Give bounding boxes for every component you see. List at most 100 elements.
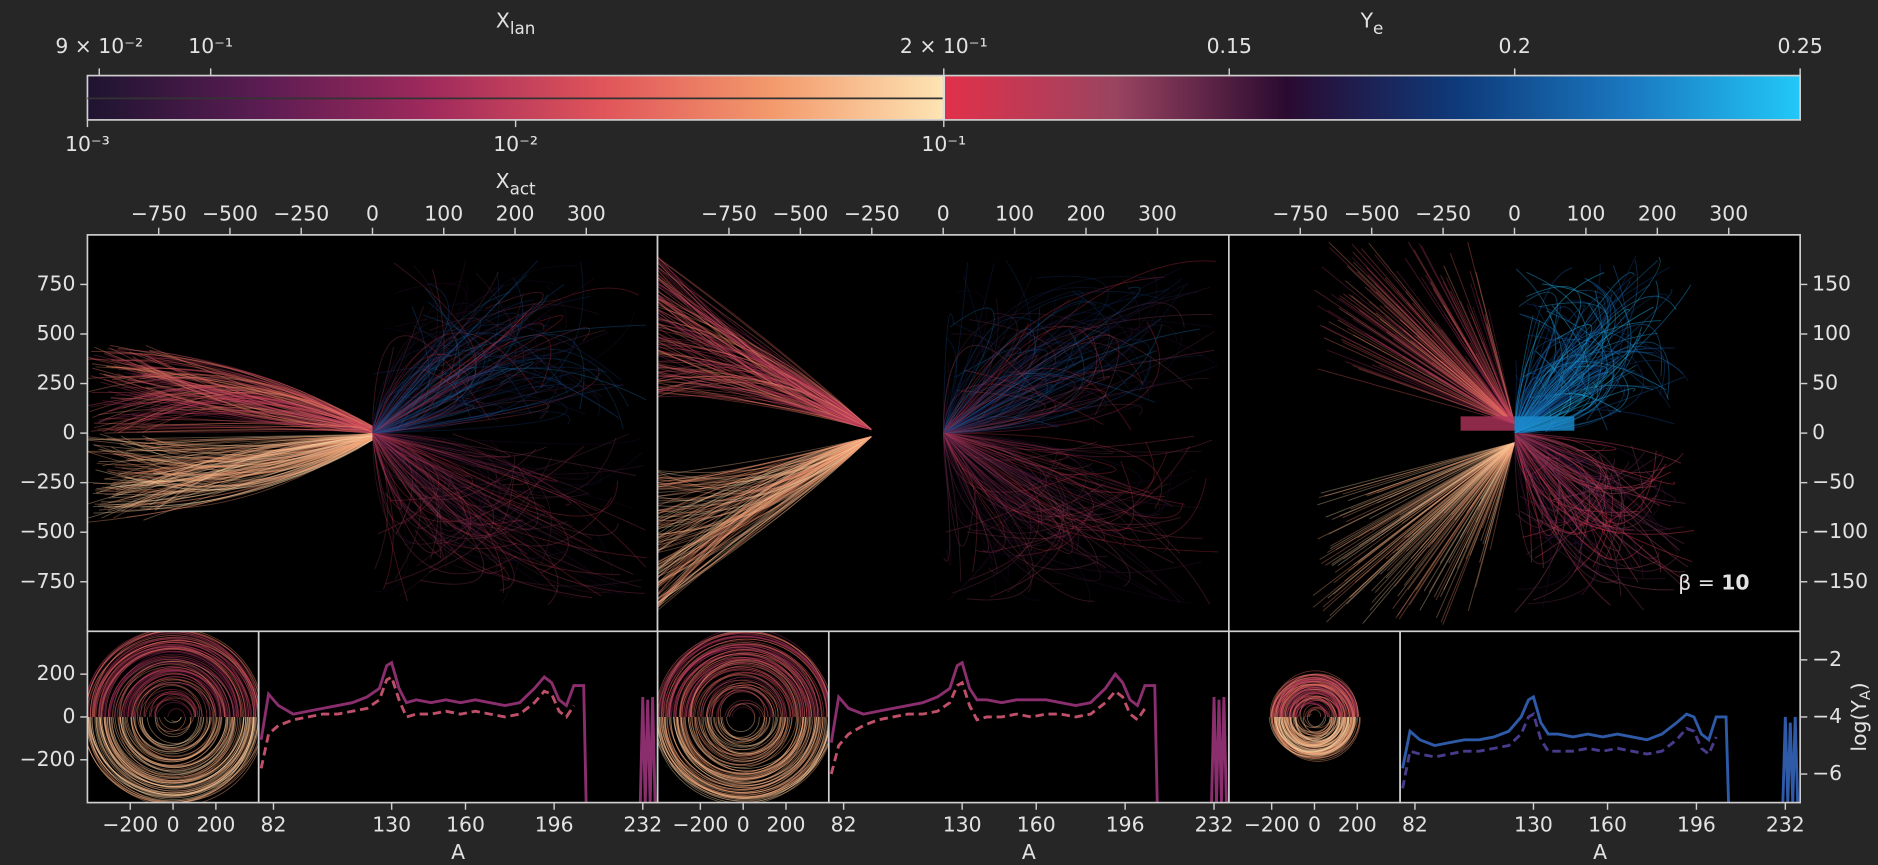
x-tick-label: 160 <box>1017 812 1056 836</box>
x-tick-label: 160 <box>1588 812 1627 836</box>
x-tick-label: 100 <box>1566 202 1605 226</box>
x-tick-label: 200 <box>1067 202 1106 226</box>
x-tick-label: 0 <box>366 202 379 226</box>
x-tick-label: 0 <box>937 202 950 226</box>
title-subscript: act <box>510 178 536 198</box>
x-tick-label: −750 <box>701 202 757 226</box>
y-tick-label: −750 <box>20 569 76 593</box>
x-tick-label: 0 <box>167 812 180 836</box>
y-tick-label: 200 <box>37 661 76 685</box>
colorbar-tick-label: 2 × 10⁻¹ <box>900 34 988 58</box>
x-tick-label: −500 <box>202 202 258 226</box>
y-tick-label: −150 <box>1812 569 1868 593</box>
x-tick-label: 232 <box>1195 812 1234 836</box>
x-tick-label: 200 <box>496 202 535 226</box>
y-tick-label: 50 <box>1812 371 1838 395</box>
y-tick-label: −250 <box>20 470 76 494</box>
y-tick-label: 500 <box>37 321 76 345</box>
title-subscript: lan <box>510 18 536 38</box>
colorbar-tick-label: 0.15 <box>1207 34 1252 58</box>
title-subscript: e <box>1373 18 1383 38</box>
x-tick-label: 300 <box>1709 202 1748 226</box>
colorbar-tick-label: 10⁻¹ <box>188 34 233 58</box>
x-tick-label: −750 <box>1272 202 1328 226</box>
x-tick-label: 0 <box>1308 812 1321 836</box>
page: 9 × 10⁻² 10⁻¹ 2 × 10⁻¹ Xlan 10⁻³ 10⁻² 10⁻¹ Xact… <box>0 0 1878 865</box>
annotation: β = 10 <box>1678 570 1749 594</box>
plot-area <box>1400 631 1800 802</box>
x-tick-label: −200 <box>672 812 728 836</box>
x-tick-label: −500 <box>1344 202 1400 226</box>
x-tick-label: 196 <box>1106 812 1145 836</box>
x-tick-label: −250 <box>273 202 329 226</box>
central-object <box>169 713 176 720</box>
x-tick-label: 82 <box>261 812 287 836</box>
annotation-value: 10 <box>1721 570 1749 594</box>
y-tick-label: 150 <box>1812 271 1851 295</box>
y-tick-label: −500 <box>20 519 76 543</box>
colorbar <box>944 76 1800 120</box>
x-tick-label: 232 <box>1766 812 1805 836</box>
x-tick-label: −200 <box>102 812 158 836</box>
y-tick-label: 100 <box>1812 321 1851 345</box>
x-tick-label: −250 <box>1415 202 1471 226</box>
y-tick-label: 250 <box>37 371 76 395</box>
x-tick-label: −500 <box>772 202 828 226</box>
y2-tick-label: −6 <box>1812 761 1842 785</box>
central-object <box>1311 713 1318 720</box>
x-tick-label: −750 <box>131 202 187 226</box>
x-tick-label: 300 <box>567 202 606 226</box>
x-tick-label: 300 <box>1138 202 1177 226</box>
x-tick-label: 196 <box>535 812 574 836</box>
x-axis-label: A <box>1593 840 1607 864</box>
x-tick-label: 200 <box>1338 812 1377 836</box>
x-tick-label: 100 <box>995 202 1034 226</box>
title-symbol: Y <box>1360 9 1374 33</box>
y-tick-label: −50 <box>1812 470 1855 494</box>
plot-area <box>259 631 658 802</box>
x-tick-label: −250 <box>844 202 900 226</box>
y2-tick-label: −2 <box>1812 647 1842 671</box>
x-tick-label: 82 <box>1402 812 1428 836</box>
annotation-label: β = <box>1678 570 1721 594</box>
x-tick-label: 196 <box>1677 812 1716 836</box>
colorbar-tick-label: 10⁻³ <box>65 132 110 156</box>
x-tick-label: −200 <box>1244 812 1300 836</box>
colorbar-tick-label: 0.2 <box>1499 34 1531 58</box>
y-tick-label: 0 <box>62 420 75 444</box>
colorbar-tick-label: 10⁻² <box>493 132 538 156</box>
equatorial-band <box>1514 416 1574 430</box>
colorbar-tick-label: 9 × 10⁻² <box>55 34 143 58</box>
y-label-text: log(Y <box>1847 700 1871 752</box>
y-label-end: ) <box>1847 682 1871 690</box>
x-tick-label: 100 <box>424 202 463 226</box>
y2-tick-label: −4 <box>1812 704 1842 728</box>
colorbar <box>87 98 943 120</box>
title-symbol: X <box>496 169 510 193</box>
x-tick-label: 200 <box>1638 202 1677 226</box>
x-axis-label: A <box>451 840 465 864</box>
x-tick-label: 0 <box>737 812 750 836</box>
equatorial-band <box>1461 416 1515 430</box>
y-tick-label: 0 <box>1812 420 1825 444</box>
y-tick-label: −200 <box>20 747 76 771</box>
colorbar-tick-label: 0.25 <box>1777 34 1822 58</box>
x-tick-label: 232 <box>623 812 662 836</box>
y-tick-label: 0 <box>62 704 75 728</box>
x-tick-label: 200 <box>767 812 806 836</box>
colorbar-tick-label: 10⁻¹ <box>921 132 966 156</box>
colorbar <box>87 76 943 99</box>
x-tick-label: 130 <box>1514 812 1553 836</box>
x-tick-label: 200 <box>196 812 235 836</box>
y-label-subscript: A <box>1858 690 1874 700</box>
y-tick-label: 750 <box>37 271 76 295</box>
x-tick-label: 0 <box>1508 202 1521 226</box>
x-tick-label: 130 <box>943 812 982 836</box>
title-symbol: X <box>496 9 510 33</box>
central-object <box>740 713 747 720</box>
figure: 9 × 10⁻² 10⁻¹ 2 × 10⁻¹ Xlan 10⁻³ 10⁻² 10⁻¹ Xact… <box>0 0 1878 865</box>
y-tick-label: −100 <box>1812 519 1868 543</box>
x-axis-label: A <box>1022 840 1036 864</box>
x-tick-label: 160 <box>446 812 485 836</box>
x-tick-label: 130 <box>372 812 411 836</box>
